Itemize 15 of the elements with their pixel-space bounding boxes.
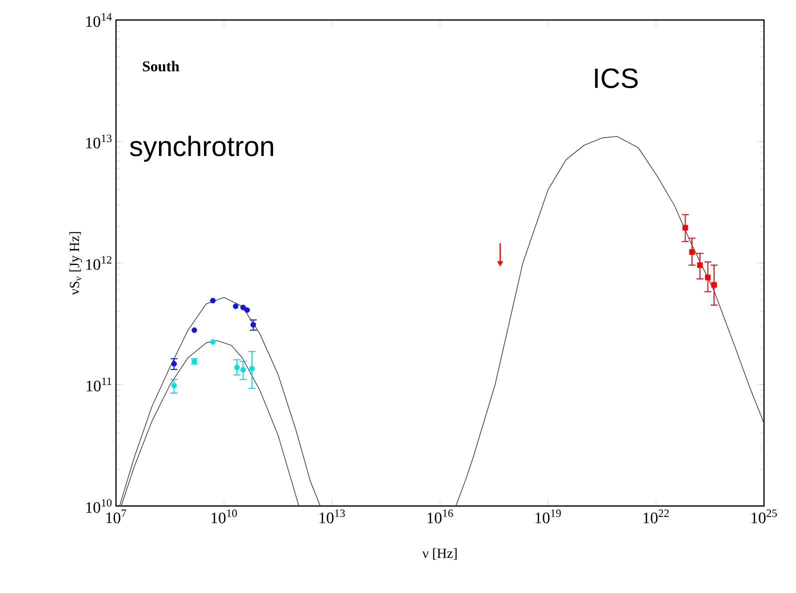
y-axis-title: νS$_{ν}$ [Jy Hz]	[69, 232, 82, 295]
x-tick-label: 10$^{25}$	[752, 510, 777, 524]
y-tick-label: 10$^{12}$	[86, 256, 112, 270]
y-tick-label: 10$^{11}$	[86, 378, 112, 392]
x-tick-label: 10$^{19}$	[536, 510, 561, 524]
x-tick-label: 10$^{10}$	[212, 510, 237, 524]
x-tick-label: 10$^{22}$	[644, 510, 669, 524]
x-tick-label: 10$^{16}$	[428, 510, 453, 524]
y-tick-label: 10$^{13}$	[86, 134, 112, 148]
annotation: South	[142, 60, 180, 72]
y-tick-label: 10$^{14}$	[86, 13, 112, 27]
annotation: ICS	[595, 68, 638, 88]
x-tick-label: 10$^{13}$	[320, 510, 345, 524]
annotation: synchrotron	[130, 136, 274, 162]
x-axis-title: ν [Hz]	[422, 548, 457, 560]
